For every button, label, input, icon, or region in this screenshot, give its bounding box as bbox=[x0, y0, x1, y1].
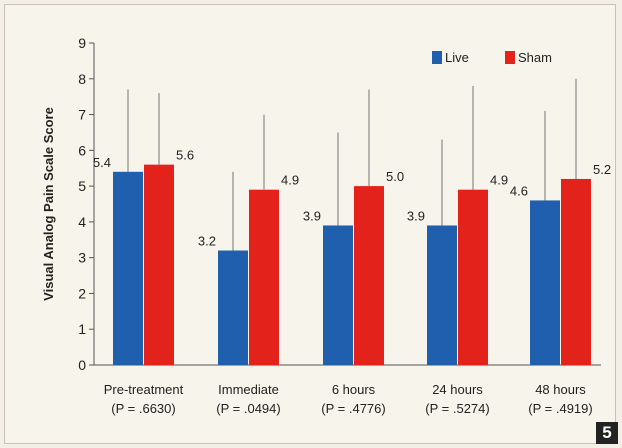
x-tick-label: Immediate bbox=[218, 382, 279, 397]
y-tick-label: 9 bbox=[78, 35, 86, 51]
data-label: 4.6 bbox=[510, 183, 528, 198]
y-axis-title: Visual Analog Pain Scale Score bbox=[41, 107, 56, 301]
legend-swatch-live bbox=[432, 51, 442, 64]
x-tick-sublabel: (P = .0494) bbox=[216, 401, 280, 416]
bar-live bbox=[323, 225, 353, 365]
bar-chart: 0 1 2 3 4 5 6 7 8 9 Visual Analog Pain Scale Score… bbox=[41, 35, 611, 416]
bar-live bbox=[113, 171, 143, 365]
y-tick-label: 4 bbox=[78, 214, 86, 230]
bar-live bbox=[530, 200, 560, 365]
data-label: 5.6 bbox=[176, 148, 194, 163]
x-tick-label: 48 hours bbox=[535, 382, 586, 397]
bar-sham bbox=[354, 186, 384, 365]
legend-label-sham: Sham bbox=[518, 50, 552, 65]
figure-number-badge: 5 bbox=[596, 422, 618, 444]
x-tick-sublabel: (P = .4776) bbox=[321, 401, 385, 416]
data-label: 5.2 bbox=[593, 162, 611, 177]
data-label: 4.9 bbox=[281, 173, 299, 188]
bar-sham bbox=[249, 189, 279, 365]
data-label: 5.4 bbox=[93, 155, 111, 170]
bar-live bbox=[427, 225, 457, 365]
legend-swatch-sham bbox=[505, 51, 515, 64]
y-tick-label: 2 bbox=[78, 285, 86, 301]
y-tick-label: 7 bbox=[78, 107, 86, 123]
x-tick-label: Pre-treatment bbox=[104, 382, 184, 397]
y-tick-label: 0 bbox=[78, 357, 86, 373]
bar-sham bbox=[458, 189, 488, 365]
y-tick-label: 5 bbox=[78, 178, 86, 194]
bar-live bbox=[218, 250, 248, 365]
y-tick-label: 6 bbox=[78, 142, 86, 158]
data-label: 5.0 bbox=[386, 169, 404, 184]
data-label: 3.2 bbox=[198, 234, 216, 249]
chart-frame: 0 1 2 3 4 5 6 7 8 9 Visual Analog Pain Scale Score… bbox=[4, 4, 616, 444]
x-tick-sublabel: (P = .6630) bbox=[111, 401, 175, 416]
legend-label-live: Live bbox=[445, 50, 469, 65]
x-tick-label: 6 hours bbox=[332, 382, 376, 397]
x-tick-label: 24 hours bbox=[432, 382, 483, 397]
x-tick-sublabel: (P = .4919) bbox=[528, 401, 592, 416]
y-tick-label: 8 bbox=[78, 71, 86, 87]
data-label: 3.9 bbox=[303, 208, 321, 223]
bar-sham bbox=[144, 164, 174, 365]
data-label: 3.9 bbox=[407, 208, 425, 223]
data-label: 4.9 bbox=[490, 173, 508, 188]
y-tick-label: 1 bbox=[78, 321, 86, 337]
bar-sham bbox=[561, 178, 591, 365]
x-tick-sublabel: (P = .5274) bbox=[425, 401, 489, 416]
y-tick-label: 3 bbox=[78, 250, 86, 266]
